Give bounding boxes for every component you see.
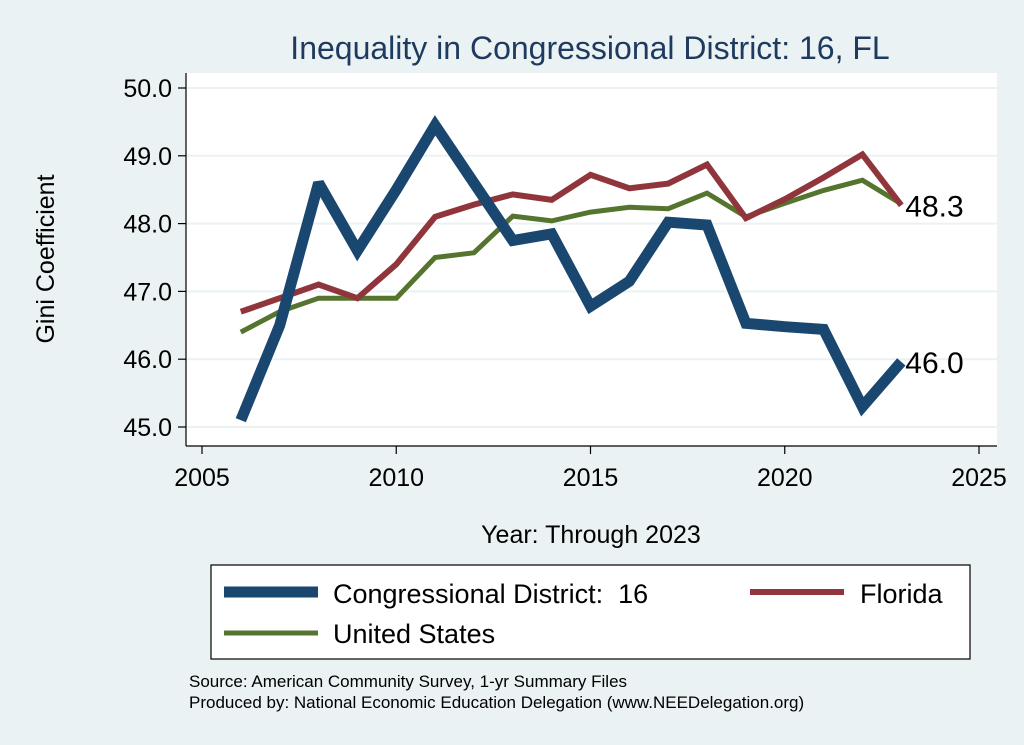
x-tick-label: 2025 <box>951 464 1007 492</box>
y-tick-label: 46.0 <box>123 346 172 374</box>
legend-box <box>210 564 971 660</box>
legend-label-florida: Florida <box>860 579 944 609</box>
legend-label-us: United States <box>333 619 495 649</box>
x-tick-label: 2005 <box>174 464 230 492</box>
y-tick-label: 49.0 <box>123 143 172 171</box>
series-lines <box>235 115 906 423</box>
x-axis-title: Year: Through 2023 <box>481 521 701 549</box>
y-tick-label: 47.0 <box>123 278 172 306</box>
y-axis-title: Gini Coefficient <box>32 174 60 343</box>
chart-title: Inequality in Congressional District: 16… <box>290 30 889 66</box>
producer-note: Produced by: National Economic Education… <box>189 693 804 712</box>
series-line-florida <box>239 150 904 315</box>
y-tick-label: 48.0 <box>123 211 172 239</box>
end-label-district: 46.0 <box>905 347 963 380</box>
axes: 45.0 46.0 47.0 48.0 49.0 50.0 2005 2010 2015 2020… <box>123 73 1007 492</box>
end-label-florida: 48.3 <box>905 190 963 223</box>
y-tick-label: 50.0 <box>123 75 172 103</box>
source-note: Source: American Community Survey, 1-yr … <box>189 672 627 691</box>
x-tick-label: 2015 <box>563 464 619 492</box>
x-tick-label: 2010 <box>368 464 424 492</box>
plot-area <box>186 73 997 446</box>
series-line-district <box>235 115 906 423</box>
grid-lines <box>186 87 997 428</box>
end-labels: 46.0 48.3 <box>905 190 963 380</box>
legend-label-district: Congressional District: 16 <box>333 579 648 609</box>
x-tick-label: 2020 <box>757 464 813 492</box>
y-tick-label: 45.0 <box>123 414 172 442</box>
legend: Congressional District: 16 Florida Unite… <box>210 564 971 660</box>
